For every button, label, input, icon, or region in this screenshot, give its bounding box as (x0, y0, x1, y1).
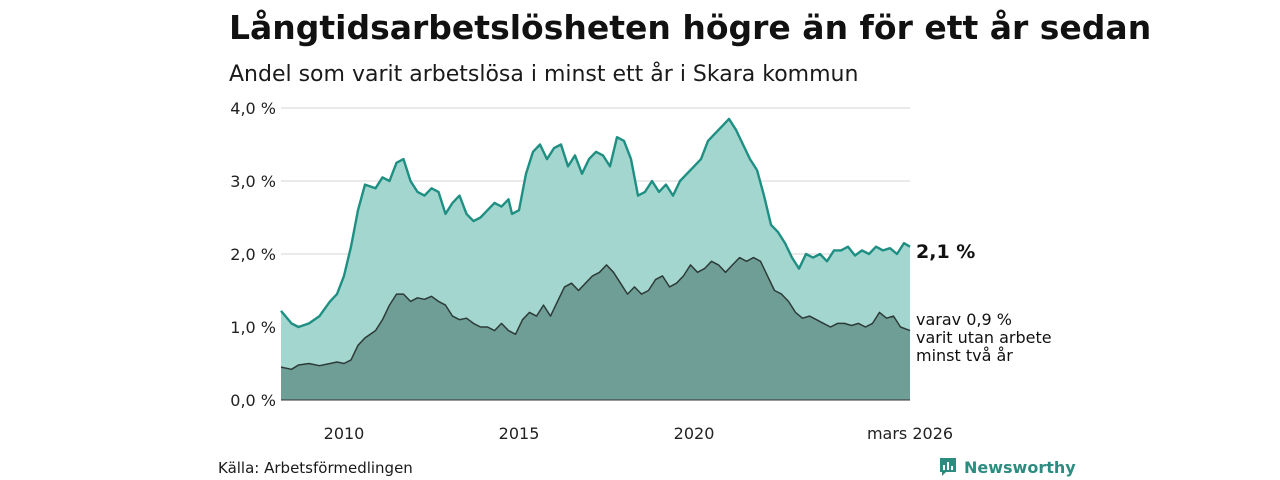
lower-end-label-line: varav 0,9 % (916, 310, 1012, 329)
brand-name: Newsworthy (964, 457, 1076, 477)
x-tick-label: mars 2026 (867, 424, 953, 443)
y-tick-label: 4,0 % (230, 99, 276, 118)
lower-end-label-line: minst två år (916, 346, 1013, 365)
source-label: Källa: Arbetsförmedlingen (218, 459, 413, 477)
y-tick-label: 1,0 % (230, 318, 276, 337)
brand-logo: Newsworthy (938, 456, 1076, 478)
newsworthy-logo-icon (940, 458, 956, 476)
chart-title: Långtidsarbetslösheten högre än för ett … (229, 8, 1152, 47)
lower-series-line (280, 256, 911, 371)
chart-subtitle: Andel som varit arbetslösa i minst ett å… (229, 62, 859, 87)
lower-series-area (281, 257, 910, 400)
x-tick-label: 2020 (674, 424, 715, 443)
area-layer (280, 117, 911, 401)
y-tick-label: 3,0 % (230, 172, 276, 191)
x-tick-label: 2010 (324, 424, 365, 443)
axis-layer: 0,0 % 1,0 % 2,0 % 3,0 % 4,0 % 2010 2015 2020 mar… (230, 99, 953, 443)
x-tick-label: 2015 (499, 424, 540, 443)
y-tick-label: 0,0 % (230, 391, 276, 410)
upper-series-line (280, 117, 911, 329)
upper-end-label: 2,1 % (916, 241, 975, 263)
y-tick-label: 2,0 % (230, 245, 276, 264)
lower-end-label-line: varit utan arbete (916, 328, 1052, 347)
